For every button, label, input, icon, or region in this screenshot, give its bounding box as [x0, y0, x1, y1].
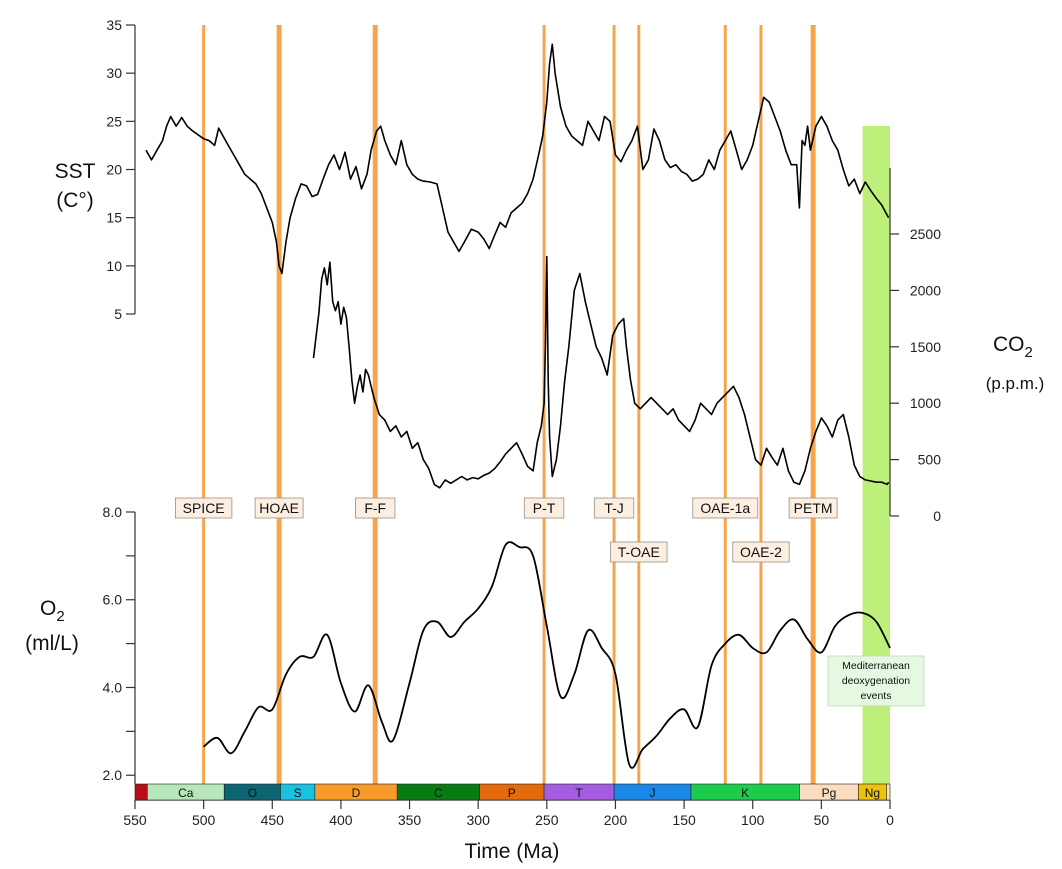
event-labels-layer: SPICE HOAE F-F P-T T-J T-OAE OAE-1a OAE-2 PETM [174, 497, 838, 563]
time-ticks: 550 500 450 400 350 300 250 200 150 100 50 0 [123, 800, 894, 828]
event-box-2 [355, 497, 396, 519]
co2-tick-label-1: 500 [918, 452, 942, 468]
co2-tick-label-4: 2000 [910, 282, 941, 298]
sst-tick-label-5: 30 [106, 65, 122, 81]
sst-axis-label: SST [55, 160, 96, 183]
time-tick-label-2: 450 [261, 812, 285, 828]
period-label-10: Pg [822, 786, 837, 800]
sst-tick-label-0: 5 [114, 306, 122, 322]
event-lines-layer [202, 25, 816, 784]
event-label-4: T-J [604, 500, 623, 516]
axis-labels: SST (C°) CO2 (p.p.m.) O2 (ml/L) Time (Ma… [25, 160, 1044, 863]
sst-series-line [145, 43, 890, 275]
co2-label-sub: 2 [1025, 344, 1033, 361]
highlight-note-box [827, 655, 925, 707]
co2-axis-label: CO2 [993, 333, 1033, 361]
event-box-0 [174, 497, 233, 519]
o2-axis-unit: (ml/L) [25, 632, 79, 655]
highlight-note: Mediterranean deoxygenation events [827, 655, 925, 707]
time-axis-label: Time (Ma) [465, 840, 560, 863]
time-tick-label-7: 200 [604, 812, 628, 828]
period-label-8: J [650, 786, 656, 800]
period-label-5: C [434, 786, 443, 800]
sst-tick-label-4: 25 [106, 113, 122, 129]
data-curves [145, 43, 891, 769]
o2-series-line [203, 541, 891, 769]
co2-tick-label-0: 0 [933, 508, 941, 524]
co2-axis-unit: (p.p.m.) [986, 374, 1045, 393]
event-label-2: F-F [364, 500, 386, 516]
period-label-4: D [352, 786, 361, 800]
time-tick-label-1: 500 [192, 812, 216, 828]
event-box-4 [593, 497, 635, 519]
sst-tick-label-1: 10 [106, 258, 122, 274]
period-label-9: K [741, 786, 749, 800]
o2-ticks: 2.0 4.0 6.0 8.0 [103, 504, 135, 783]
event-label-7: OAE-2 [740, 544, 782, 560]
o2-tick-label-0: 2.0 [103, 767, 123, 783]
period-block-12 [886, 783, 891, 801]
co2-series-line [312, 255, 890, 489]
axes-layer [134, 25, 891, 801]
highlight-note-line-3: events [861, 690, 892, 702]
co2-label-main: CO [993, 333, 1025, 356]
sst-tick-label-6: 35 [106, 17, 122, 33]
period-block-0 [134, 783, 148, 801]
o2-label-main: O [40, 597, 56, 620]
time-tick-label-0: 550 [123, 812, 147, 828]
time-tick-label-11: 0 [886, 812, 894, 828]
event-box-5 [610, 541, 668, 563]
time-tick-label-4: 350 [398, 812, 422, 828]
event-label-0: SPICE [183, 500, 225, 516]
o2-tick-label-1: 4.0 [103, 679, 123, 695]
period-label-6: P [508, 786, 516, 800]
co2-tick-label-5: 2500 [910, 226, 941, 242]
geologic-periods-bar: Ca O S D C P T J K Pg Ng [134, 783, 891, 801]
event-label-1: HOAE [259, 500, 299, 516]
period-label-7: T [575, 786, 583, 800]
event-label-3: P-T [533, 500, 556, 516]
highlight-note-line-2: deoxygenation [842, 675, 910, 687]
period-label-3: S [294, 786, 302, 800]
event-label-8: PETM [794, 500, 833, 516]
sst-ticks: 5 10 15 20 25 30 35 [106, 17, 135, 322]
o2-label-sub: 2 [56, 608, 64, 625]
event-box-1 [254, 497, 304, 519]
event-box-8 [788, 497, 838, 519]
event-label-5: T-OAE [618, 544, 660, 560]
time-tick-label-10: 50 [814, 812, 830, 828]
event-box-6 [692, 497, 759, 519]
co2-tick-label-3: 1500 [910, 339, 941, 355]
o2-tick-label-2: 6.0 [103, 592, 123, 608]
time-tick-label-6: 250 [535, 812, 559, 828]
sst-tick-label-2: 15 [106, 210, 122, 226]
time-tick-label-5: 300 [467, 812, 491, 828]
o2-axis-label: O2 [40, 597, 65, 625]
period-label-1: Ca [178, 786, 194, 800]
highlight-note-line-1: Mediterranean [842, 660, 910, 672]
o2-tick-label-3: 8.0 [103, 504, 123, 520]
time-tick-label-3: 400 [329, 812, 353, 828]
sst-axis-unit: (C°) [56, 189, 94, 212]
co2-tick-label-2: 1000 [910, 395, 941, 411]
time-tick-label-9: 100 [741, 812, 765, 828]
co2-ticks: 0 500 1000 1500 2000 2500 [890, 226, 941, 524]
time-tick-label-8: 150 [672, 812, 696, 828]
period-label-11: Ng [865, 786, 880, 800]
sst-tick-label-3: 20 [106, 162, 122, 178]
event-label-6: OAE-1a [700, 500, 750, 516]
event-box-3 [523, 497, 565, 519]
period-label-2: O [248, 786, 257, 800]
event-box-7 [732, 541, 790, 563]
